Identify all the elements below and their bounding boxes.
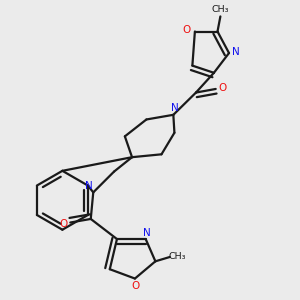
- Text: O: O: [218, 83, 226, 93]
- Text: CH₃: CH₃: [212, 5, 230, 14]
- Text: O: O: [131, 281, 140, 291]
- Text: N: N: [142, 228, 150, 238]
- Text: N: N: [171, 103, 179, 113]
- Text: CH₃: CH₃: [169, 252, 186, 261]
- Text: O: O: [183, 26, 191, 35]
- Text: N: N: [232, 47, 240, 57]
- Text: N: N: [85, 181, 93, 191]
- Text: O: O: [59, 219, 67, 229]
